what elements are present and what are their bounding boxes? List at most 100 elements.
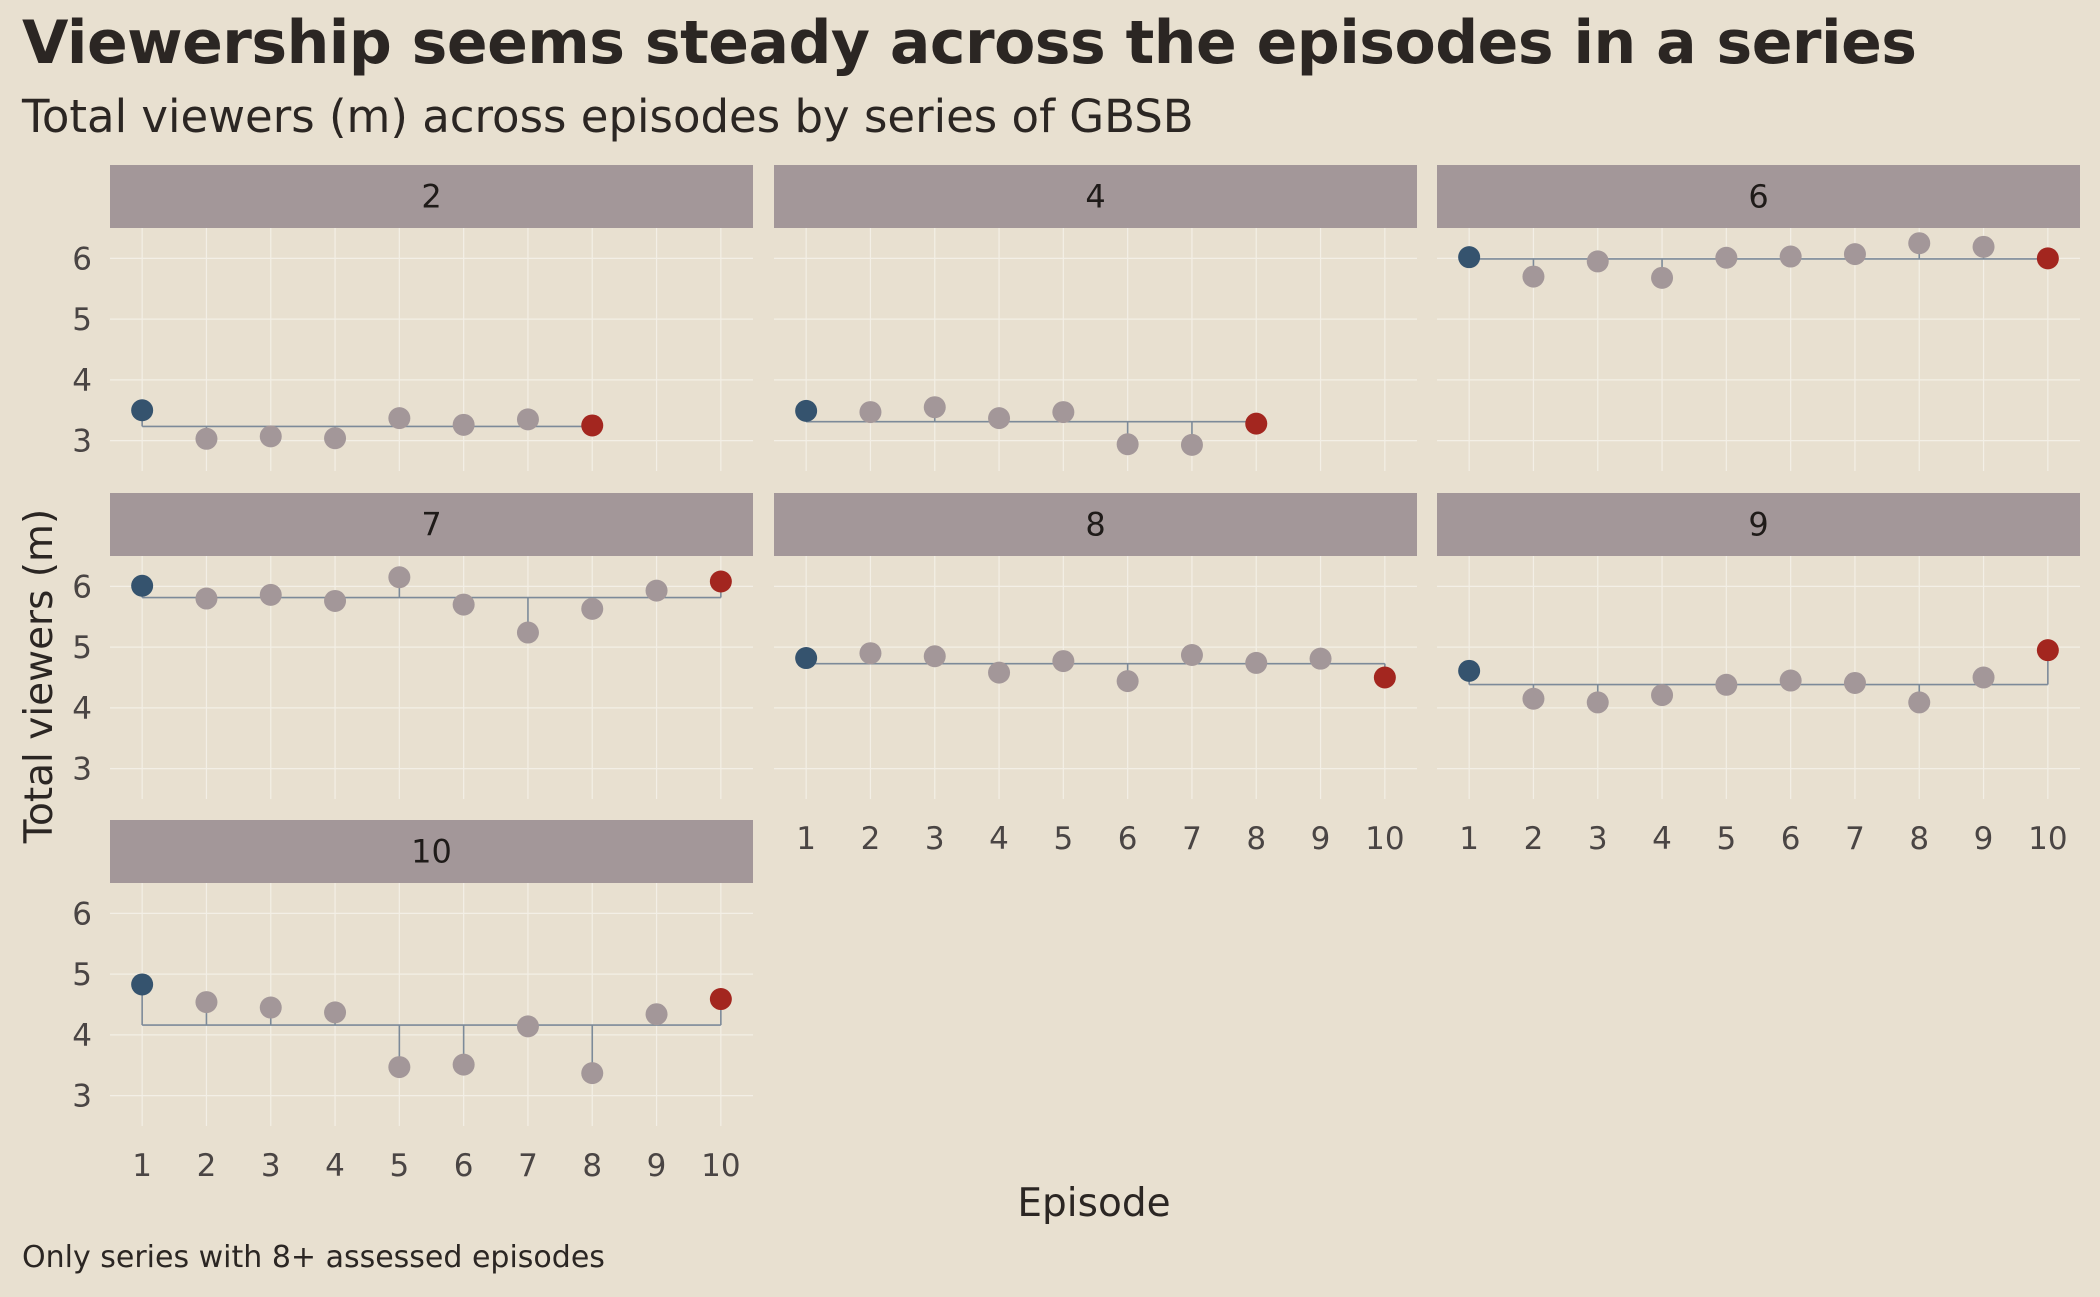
x-tick-label: 8 [1909,821,1929,857]
chart-title: Viewership seems steady across the episo… [22,8,1917,78]
data-point-series-7-episode-9 [645,579,668,602]
data-point-series-9-episode-5 [1715,673,1738,696]
data-point-series-8-episode-1 [795,647,818,670]
x-tick-label: 4 [325,1148,345,1184]
data-point-series-9-episode-10 [2036,639,2059,662]
data-point-series-7-episode-6 [452,593,475,616]
facet-label-6: 6 [1748,178,1768,216]
facet-label-9: 9 [1748,506,1768,544]
data-point-series-9-episode-3 [1586,691,1609,714]
data-point-series-7-episode-8 [581,597,604,620]
data-point-series-2-episode-3 [259,425,282,448]
data-point-series-8-episode-3 [923,645,946,668]
data-point-series-7-episode-2 [195,587,218,610]
data-point-series-2-episode-5 [388,407,411,430]
data-point-series-4-episode-5 [1052,401,1075,424]
data-point-series-8-episode-4 [988,661,1011,684]
data-point-series-8-episode-10 [1373,666,1396,689]
x-tick-label: 1 [132,1148,152,1184]
y-tick-label: 5 [72,630,92,666]
data-point-series-6-episode-6 [1779,245,1802,268]
data-point-series-7-episode-4 [324,589,347,612]
data-point-series-4-episode-2 [859,401,882,424]
y-tick-label: 3 [72,1079,92,1115]
x-tick-label: 3 [1588,821,1608,857]
y-tick-label: 6 [72,241,92,277]
y-tick-label: 4 [72,1018,92,1054]
x-tick-label: 5 [1716,821,1736,857]
data-point-series-4-episode-6 [1116,433,1139,456]
x-tick-label: 1 [1459,821,1479,857]
x-tick-label: 3 [925,821,945,857]
facet-strip-8 [774,493,1417,556]
data-point-series-7-episode-5 [388,566,411,589]
y-tick-label: 4 [72,363,92,399]
data-point-series-4-episode-4 [988,407,1011,430]
y-tick-label: 4 [72,691,92,727]
data-point-series-10-episode-2 [195,991,218,1014]
x-tick-label: 7 [1182,821,1202,857]
x-tick-label: 4 [989,821,1009,857]
y-tick-label: 3 [72,424,92,460]
data-point-series-9-episode-1 [1458,659,1481,682]
facet-label-7: 7 [421,506,441,544]
facet-label-8: 8 [1085,506,1105,544]
data-point-series-2-episode-4 [324,427,347,450]
y-tick-label: 6 [72,896,92,932]
data-point-series-10-episode-7 [516,1015,539,1038]
data-point-series-2-episode-6 [452,413,475,436]
data-point-series-6-episode-5 [1715,246,1738,269]
data-point-series-2-episode-1 [131,399,154,422]
facet-label-2: 2 [421,178,441,216]
data-point-series-9-episode-2 [1522,687,1545,710]
facet-strip-6 [1437,165,2080,228]
y-axis-title: Total viewers (m) [17,509,62,844]
data-point-series-9-episode-8 [1908,691,1931,714]
x-tick-label: 2 [197,1148,217,1184]
data-point-series-10-episode-8 [581,1062,604,1085]
data-point-series-9-episode-6 [1779,669,1802,692]
chart-subtitle: Total viewers (m) across episodes by ser… [22,90,1194,143]
data-point-series-8-episode-5 [1052,650,1075,673]
x-tick-label: 4 [1652,821,1672,857]
chart-caption: Only series with 8+ assessed episodes [22,1240,605,1275]
data-point-series-10-episode-5 [388,1056,411,1079]
y-tick-label: 6 [72,569,92,605]
data-point-series-6-episode-7 [1843,243,1866,266]
x-tick-label: 9 [1311,821,1331,857]
data-point-series-8-episode-7 [1180,644,1203,667]
x-tick-label: 9 [1974,821,1994,857]
facet-label-10: 10 [411,833,452,871]
data-point-series-6-episode-4 [1651,266,1674,289]
x-tick-label: 8 [1246,821,1266,857]
x-tick-label: 10 [1365,821,1404,857]
data-point-series-6-episode-2 [1522,265,1545,288]
x-tick-label: 8 [582,1148,602,1184]
x-tick-label: 1 [796,821,816,857]
data-point-series-8-episode-6 [1116,670,1139,693]
data-point-series-2-episode-2 [195,427,218,450]
data-point-series-2-episode-7 [516,408,539,431]
facet-label-4: 4 [1085,178,1105,216]
data-point-series-6-episode-10 [2036,247,2059,270]
data-point-series-10-episode-1 [131,973,154,996]
data-point-series-4-episode-7 [1180,433,1203,456]
x-tick-label: 6 [454,1148,474,1184]
data-point-series-7-episode-7 [516,621,539,644]
data-point-series-9-episode-4 [1651,684,1674,707]
data-point-series-4-episode-3 [923,396,946,419]
facet-strip-2 [110,165,753,228]
data-point-series-8-episode-2 [859,642,882,665]
data-point-series-10-episode-4 [324,1001,347,1024]
data-point-series-6-episode-9 [1972,235,1995,258]
y-tick-label: 5 [72,957,92,993]
data-point-series-10-episode-10 [709,988,732,1011]
x-tick-label: 9 [647,1148,667,1184]
x-tick-label: 10 [701,1148,740,1184]
x-tick-label: 5 [389,1148,409,1184]
data-point-series-9-episode-9 [1972,666,1995,689]
data-point-series-6-episode-8 [1908,232,1931,255]
x-tick-label: 6 [1118,821,1138,857]
data-point-series-10-episode-9 [645,1003,668,1026]
